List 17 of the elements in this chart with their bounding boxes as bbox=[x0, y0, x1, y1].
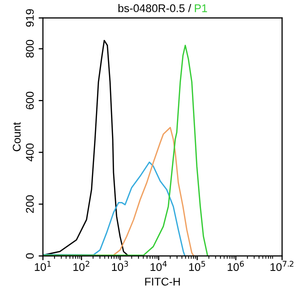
x-tick-label: 10$^{7.2}$ bbox=[270, 260, 294, 271]
y-tick-label: 600 bbox=[26, 92, 34, 110]
x-tick-label: 10$^{1}$ bbox=[34, 260, 51, 271]
x-tick-label: 10$^{2}$ bbox=[73, 260, 90, 271]
x-axis-title: FITC-H bbox=[145, 278, 180, 286]
y-tick-label: 0 bbox=[26, 253, 34, 259]
text: P1 bbox=[194, 4, 208, 12]
y-tick-label: 200 bbox=[26, 195, 34, 213]
y-tick-label: 800 bbox=[26, 40, 34, 58]
x-tick-label: 10$^{4}$ bbox=[150, 260, 167, 271]
x-tick-label: 10$^{3}$ bbox=[112, 260, 128, 271]
y-tick-label: 919 bbox=[26, 9, 34, 27]
x-tick-label: 10$^{5}$ bbox=[189, 260, 206, 271]
y-tick-label: 400 bbox=[26, 144, 34, 162]
y-axis-title: Count bbox=[12, 122, 21, 152]
x-tick-label: 10$^{6}$ bbox=[228, 260, 244, 271]
chart-title: bs-0480R-0.5 / bbox=[118, 4, 192, 12]
